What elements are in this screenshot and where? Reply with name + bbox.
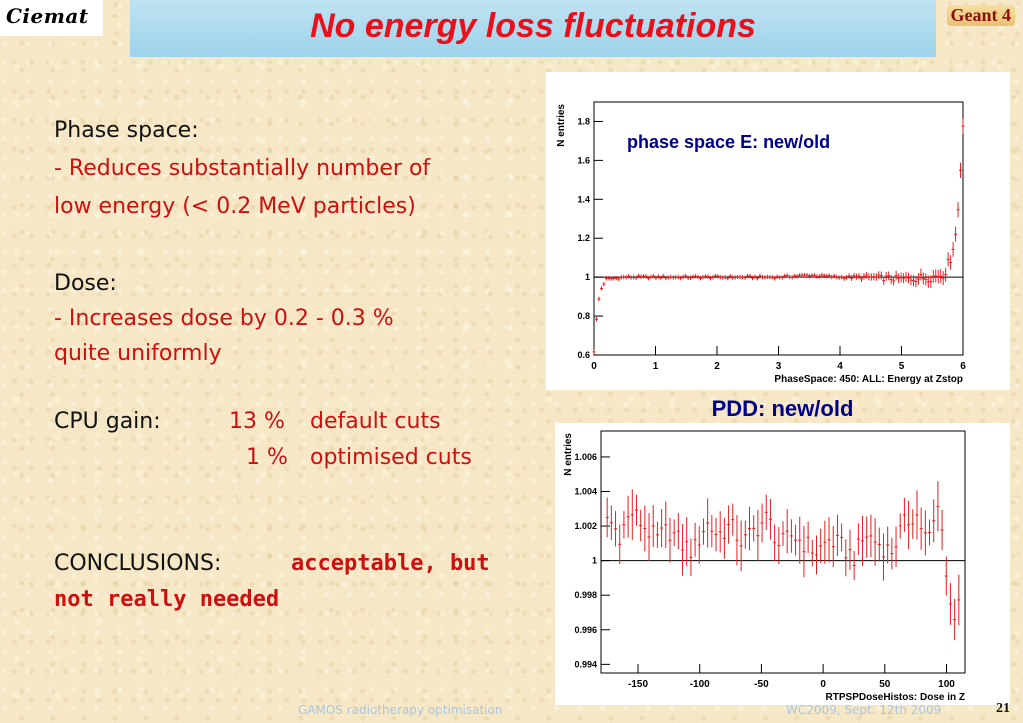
x-tick-label: 5 [899, 361, 905, 372]
cpu-desc1: default cuts [310, 409, 441, 434]
chart-title: phase space E: new/old [627, 132, 830, 152]
x-tick-label: 50 [879, 679, 891, 690]
x-axis-label: RTPSPDoseHistos: Dose in Z [826, 692, 965, 703]
y-tick-label: 1.4 [577, 194, 590, 204]
x-tick-label: -50 [754, 679, 769, 690]
phase-space-chart-svg: 0 1 2 3 4 5 6 0.6 0.8 1 1.2 1.4 1.6 1.8 PhaseSpace: 45… [556, 101, 966, 385]
y-tick-label: 1.6 [577, 155, 590, 165]
x-axis-label: PhaseSpace: 450: ALL: Energy at Zstop [774, 374, 963, 385]
x-tick-label: 100 [938, 679, 955, 690]
x-tick-label: 6 [960, 361, 966, 372]
y-tick-label: 1.006 [574, 452, 597, 462]
x-tick-label: 4 [837, 361, 843, 372]
ciemat-logo: Ciemat [0, 0, 103, 36]
cpu-desc2: optimised cuts [310, 445, 472, 470]
page-number: 21 [996, 701, 1010, 716]
y-tick-label: 0.996 [574, 625, 597, 635]
logo-text: Ciemat [6, 4, 89, 28]
y-tick-label: 1.8 [577, 116, 590, 126]
x-tick-label: 0 [591, 361, 597, 372]
x-tick-label: 2 [714, 361, 720, 372]
conclusions-label: CONCLUSIONS: [54, 551, 222, 576]
phase-space-line1: - Reduces substantially number of [54, 156, 431, 181]
phase-space-heading: Phase space: [54, 118, 199, 143]
pdd-chart: -150 -100 -50 0 50 100 0.994 0.996 0.998 1 1.002 1.… [555, 423, 1010, 705]
x-tick-label: -100 [690, 679, 710, 690]
y-tick-label: 1.002 [574, 521, 597, 531]
dose-heading: Dose: [54, 271, 117, 296]
page-title: No energy loss fluctuations [310, 7, 756, 45]
phase-space-chart: 0 1 2 3 4 5 6 0.6 0.8 1 1.2 1.4 1.6 1.8 PhaseSpace: 45… [546, 72, 1010, 390]
y-tick-label: 1 [585, 272, 590, 282]
title-bar: No energy loss fluctuations [130, 0, 936, 57]
dose-line2: quite uniformly [54, 341, 222, 366]
conclusions-value1: acceptable, but [291, 551, 490, 576]
pdd-chart-svg: -150 -100 -50 0 50 100 0.994 0.996 0.998 1 1.002 1.… [563, 430, 966, 703]
geant4-badge: Geant 4 [946, 5, 1015, 26]
pdd-caption: PDD: new/old [711, 396, 854, 421]
y-tick-label: 1.2 [577, 233, 590, 243]
y-axis-label: N entries [556, 104, 567, 147]
dose-line1: - Increases dose by 0.2 - 0.3 % [54, 306, 394, 331]
conclusions-value2: not really needed [54, 587, 280, 612]
y-tick-label: 0.8 [577, 311, 590, 321]
x-tick-label: 1 [653, 361, 659, 372]
cpu-value1: 13 % [229, 409, 285, 434]
x-tick-label: 0 [820, 679, 826, 690]
y-tick-label: 0.998 [574, 590, 597, 600]
plot-frame [600, 430, 966, 674]
footer-left: GAMOS radiotherapy optimisation [298, 703, 503, 717]
y-axis-label: N entries [563, 433, 574, 476]
phase-space-line2: low energy (< 0.2 MeV particles) [54, 194, 416, 219]
footer-right: WC2009, Sept. 12th 2009 [786, 703, 942, 717]
y-tick-label: 0.994 [574, 659, 597, 669]
x-tick-label: -150 [628, 679, 648, 690]
y-tick-label: 0.6 [577, 350, 590, 360]
y-tick-label: 1 [592, 556, 597, 566]
y-tick-label: 1.004 [574, 487, 597, 497]
x-tick-label: 3 [776, 361, 782, 372]
cpu-value2: 1 % [246, 445, 288, 470]
cpu-label: CPU gain: [54, 409, 161, 434]
